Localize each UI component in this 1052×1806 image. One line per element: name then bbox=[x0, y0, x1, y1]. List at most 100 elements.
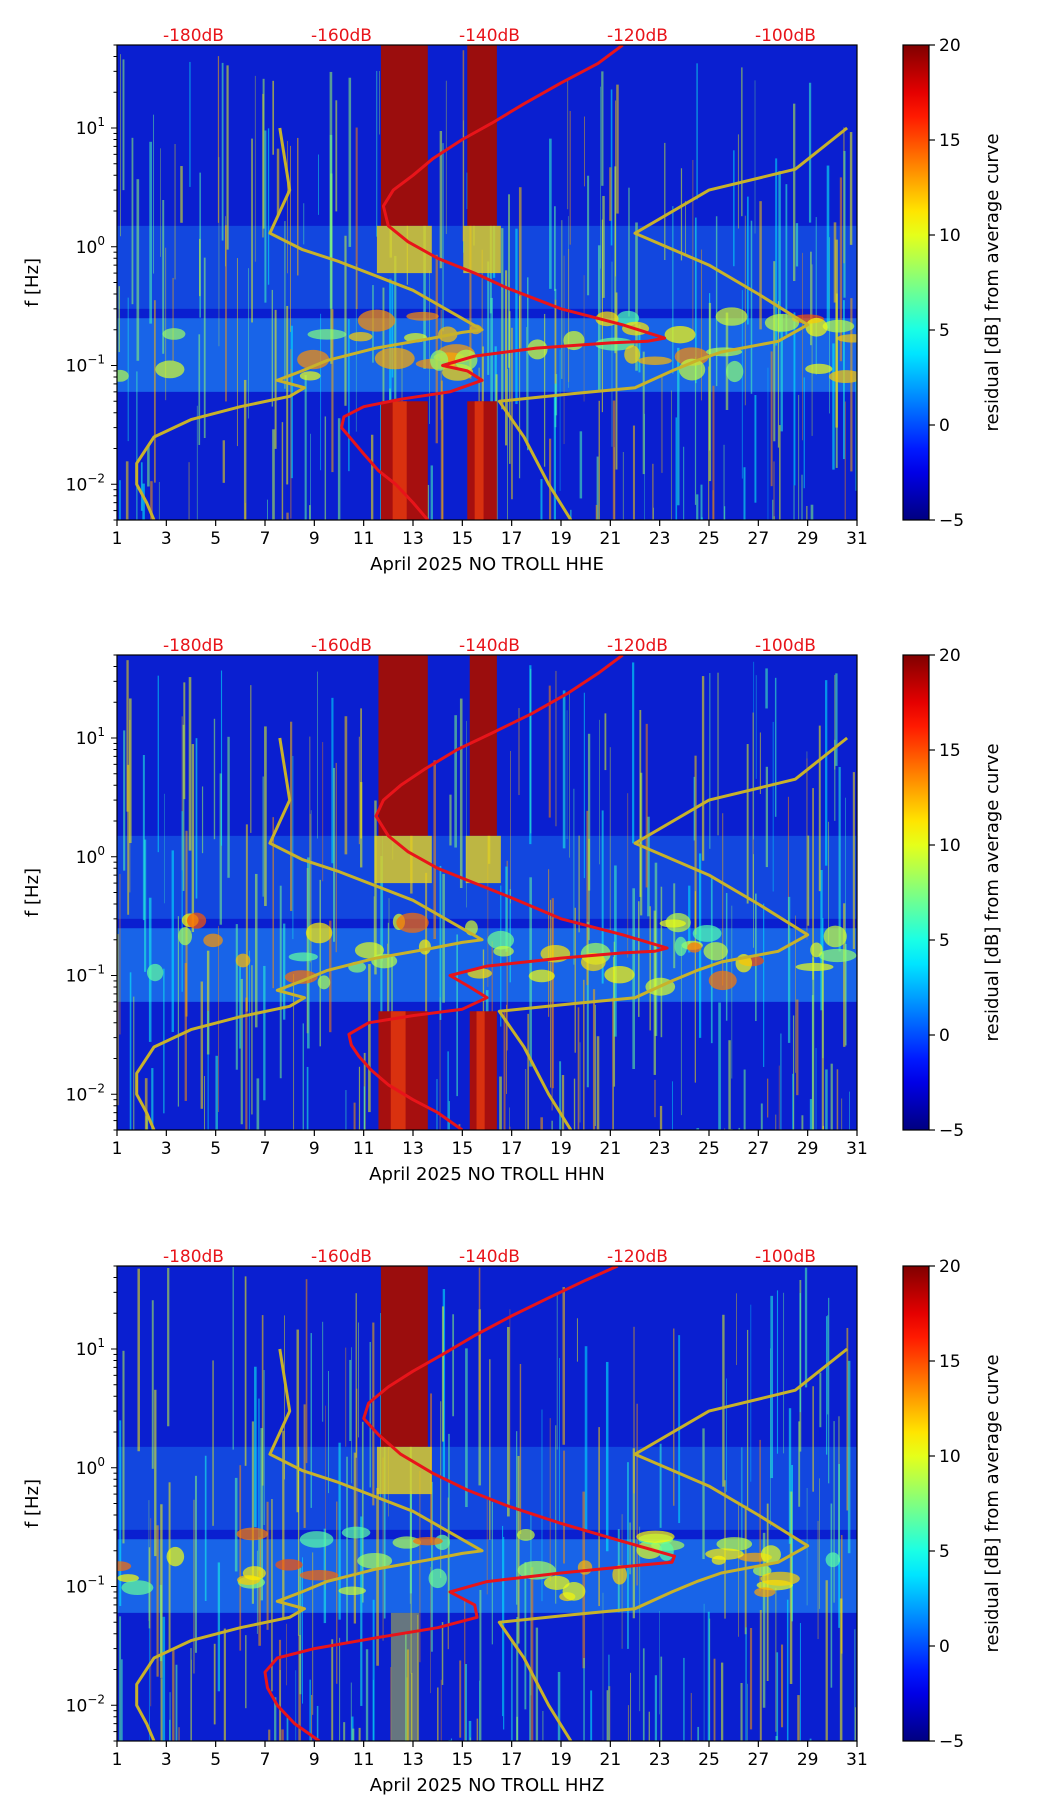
streak bbox=[193, 1499, 195, 1674]
streak bbox=[551, 1120, 553, 1130]
streak bbox=[635, 222, 638, 371]
streak bbox=[723, 444, 725, 520]
streak bbox=[576, 1318, 578, 1362]
streak bbox=[559, 1357, 560, 1522]
streak bbox=[772, 721, 774, 892]
y-tick-label: 101 bbox=[76, 1336, 105, 1360]
colorbar-tick-label: 5 bbox=[939, 931, 950, 951]
streak bbox=[627, 793, 629, 958]
microseism-blob bbox=[317, 975, 331, 990]
streak bbox=[654, 1079, 656, 1118]
streak bbox=[353, 1102, 356, 1130]
top-db-label: -120dB bbox=[607, 26, 668, 46]
streak bbox=[177, 916, 180, 1107]
streak bbox=[131, 137, 134, 305]
streak bbox=[439, 997, 441, 1130]
streak bbox=[271, 1499, 273, 1692]
streak bbox=[835, 673, 838, 766]
streak bbox=[767, 1078, 769, 1118]
top-db-label: -160dB bbox=[311, 636, 372, 656]
streak bbox=[445, 80, 447, 235]
streak bbox=[144, 1078, 148, 1130]
streak bbox=[450, 1738, 453, 1741]
streak bbox=[358, 1066, 361, 1130]
streak bbox=[441, 1306, 444, 1442]
streak bbox=[640, 772, 643, 916]
streak bbox=[798, 394, 800, 520]
streak bbox=[834, 739, 836, 821]
streak bbox=[854, 1707, 856, 1741]
streak bbox=[779, 425, 781, 520]
streak bbox=[577, 1007, 580, 1130]
streak bbox=[117, 934, 119, 1106]
streak bbox=[372, 1599, 375, 1741]
streak bbox=[267, 499, 268, 520]
streak bbox=[838, 1416, 840, 1563]
streak bbox=[659, 1611, 660, 1715]
streak bbox=[317, 671, 318, 839]
streak bbox=[661, 376, 663, 473]
streak bbox=[587, 175, 590, 296]
microseism-blob bbox=[528, 969, 555, 983]
hot-band-lower-core bbox=[474, 401, 484, 520]
streak bbox=[615, 292, 618, 470]
streak bbox=[795, 915, 796, 1073]
streak bbox=[263, 1370, 265, 1526]
streak bbox=[264, 130, 267, 303]
streak bbox=[583, 1657, 585, 1741]
streak bbox=[555, 1425, 557, 1604]
streak bbox=[203, 257, 206, 439]
streak bbox=[712, 385, 715, 520]
streak bbox=[743, 467, 746, 520]
heatmap-area bbox=[117, 1266, 857, 1741]
streak bbox=[319, 879, 322, 1047]
streak bbox=[320, 313, 322, 471]
streak bbox=[752, 712, 754, 902]
streak bbox=[812, 1386, 814, 1492]
streak bbox=[262, 78, 265, 229]
microseism-blob bbox=[764, 313, 800, 332]
streak bbox=[191, 744, 195, 933]
streak bbox=[750, 220, 753, 394]
streak bbox=[843, 903, 846, 1047]
streak bbox=[569, 690, 570, 858]
streak bbox=[245, 824, 248, 1012]
streak bbox=[738, 1127, 741, 1130]
streak bbox=[379, 71, 380, 135]
streak bbox=[274, 1697, 277, 1741]
streak bbox=[812, 957, 815, 1130]
streak bbox=[612, 997, 614, 1130]
streak bbox=[529, 665, 532, 845]
x-tick-label: 21 bbox=[600, 529, 622, 549]
streak bbox=[627, 1462, 629, 1649]
streak bbox=[540, 479, 543, 520]
streak bbox=[218, 157, 220, 347]
streak bbox=[622, 451, 624, 520]
streak bbox=[358, 1322, 359, 1438]
streak bbox=[278, 1639, 282, 1741]
streak bbox=[825, 1580, 828, 1741]
psd-curve bbox=[347, 655, 669, 1130]
streak bbox=[775, 1114, 777, 1130]
streak bbox=[592, 989, 596, 1130]
microseism-blob bbox=[760, 1545, 781, 1564]
x-tick-label: 9 bbox=[309, 1750, 320, 1770]
x-tick-label: 15 bbox=[452, 1139, 474, 1159]
colorbar-tick-label: 15 bbox=[939, 131, 961, 151]
streak bbox=[713, 1658, 716, 1741]
streak bbox=[786, 1599, 789, 1741]
streak bbox=[369, 1342, 371, 1488]
streak bbox=[430, 465, 433, 520]
streak bbox=[339, 1637, 341, 1741]
streak bbox=[696, 1128, 700, 1130]
streak bbox=[563, 255, 565, 445]
streak bbox=[745, 1627, 747, 1741]
streak bbox=[793, 485, 795, 520]
streak bbox=[272, 80, 275, 155]
streak bbox=[759, 201, 762, 330]
streak bbox=[518, 187, 522, 349]
streak bbox=[541, 1409, 543, 1602]
streak bbox=[747, 1683, 748, 1741]
streak bbox=[632, 888, 636, 1070]
streak bbox=[469, 203, 472, 379]
